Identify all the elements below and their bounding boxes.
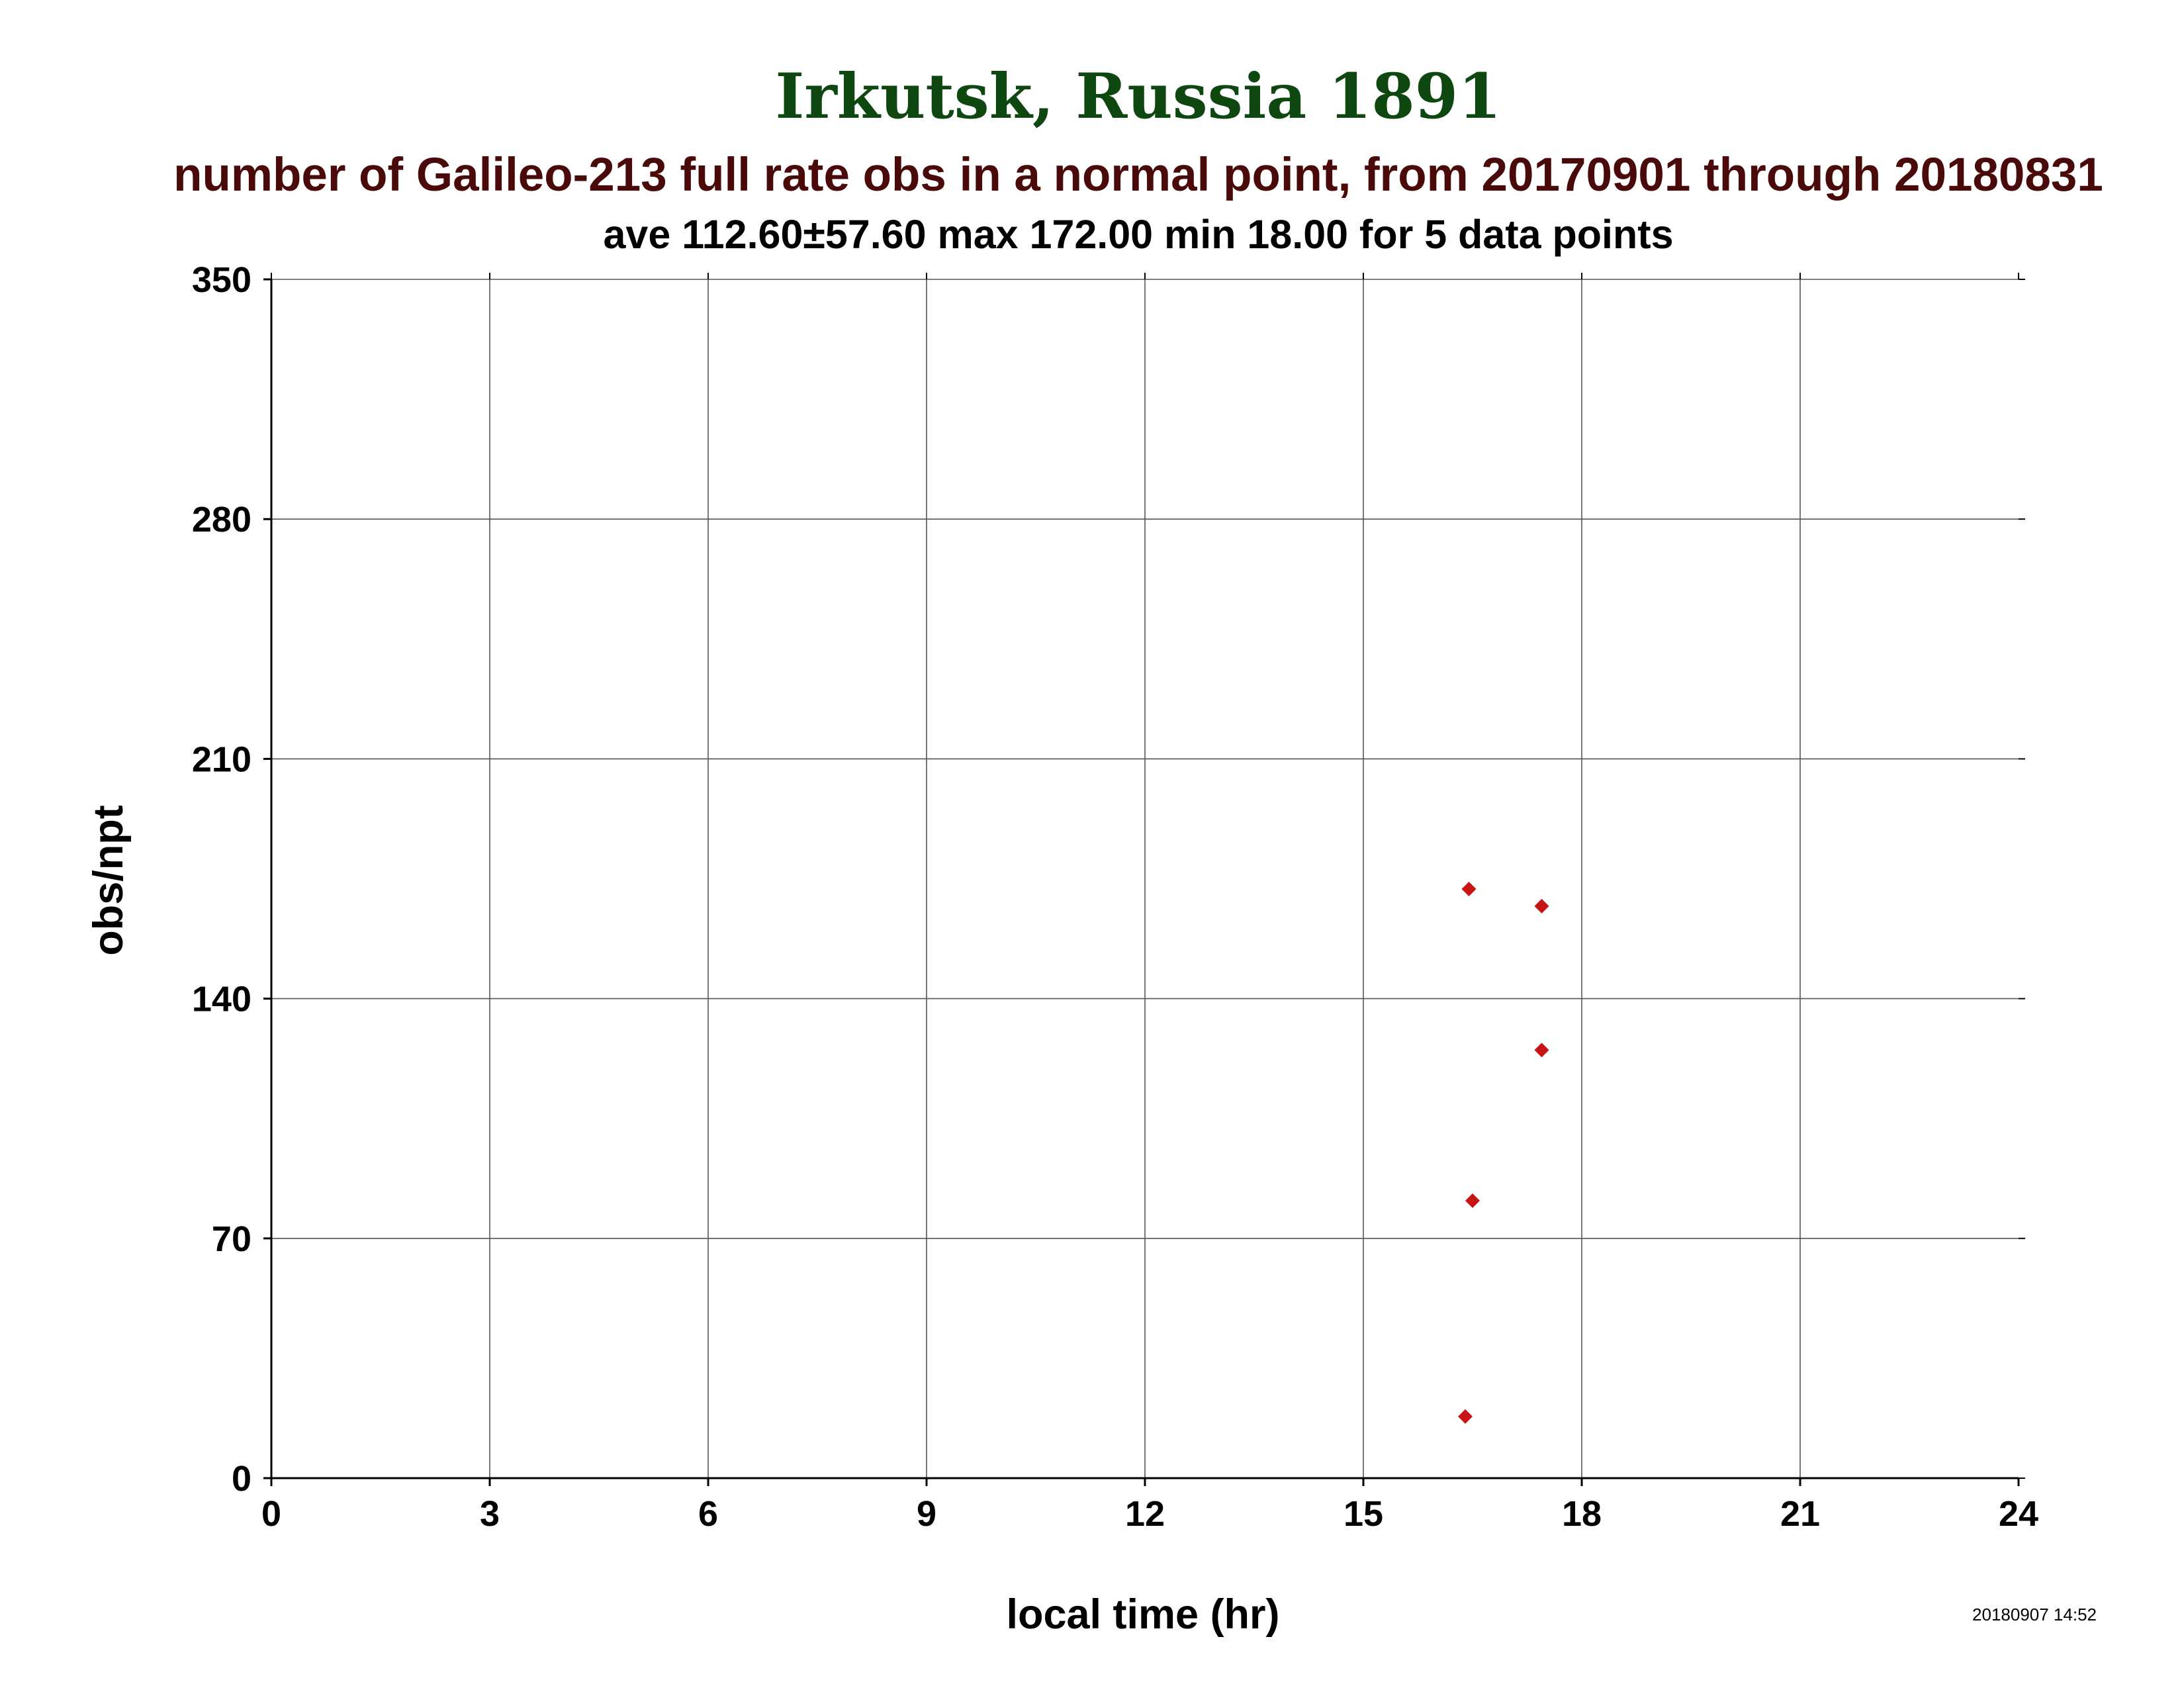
y-tick-label: 0 (232, 1459, 251, 1499)
data-point (1458, 1409, 1473, 1424)
y-tick-label: 210 (192, 739, 251, 779)
y-tick-labels: 0 70 140 210 280 350 (192, 260, 251, 1499)
x-tick-label: 24 (1999, 1494, 2038, 1534)
x-tick-label: 9 (917, 1494, 936, 1534)
x-tick-label: 3 (480, 1494, 500, 1534)
x-tick-label: 6 (698, 1494, 718, 1534)
data-point (1461, 882, 1477, 897)
x-axis-label: local time (hr) (1006, 1591, 1279, 1638)
data-point (1465, 1193, 1480, 1208)
y-tick-label: 70 (212, 1219, 251, 1259)
y-tick-label: 350 (192, 260, 251, 300)
x-tick-label: 12 (1125, 1494, 1165, 1534)
data-point (1534, 898, 1549, 914)
y-tick-label: 280 (192, 500, 251, 539)
x-tick-labels: 0 3 6 9 12 15 18 21 24 (261, 1494, 2038, 1534)
chart-title: Irkutsk, Russia 1891 (775, 60, 1501, 133)
x-tick-label: 21 (1780, 1494, 1820, 1534)
grid (271, 279, 2019, 1478)
timestamp: 20180907 14:52 (1972, 1605, 2097, 1624)
chart-subtitle: number of Galileo-213 full rate obs in a… (173, 149, 2103, 201)
x-tick-label: 0 (261, 1494, 281, 1534)
x-tick-label: 15 (1343, 1494, 1383, 1534)
chart-stats: ave 112.60±57.60 max 172.00 min 18.00 fo… (603, 212, 1673, 257)
y-tick-label: 140 (192, 980, 251, 1019)
data-point (1534, 1043, 1549, 1058)
axes (263, 273, 2025, 1486)
y-axis-label: obs/npt (85, 805, 132, 955)
data-points (1458, 882, 1549, 1424)
x-tick-label: 18 (1562, 1494, 1602, 1534)
